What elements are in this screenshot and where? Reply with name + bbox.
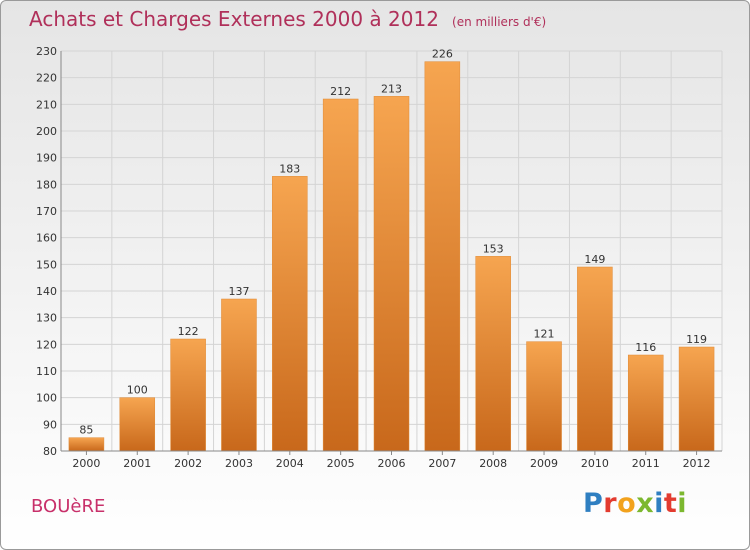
- bar-2009: [526, 341, 562, 452]
- x-tick-label: 2001: [123, 457, 151, 470]
- y-tick-label: 180: [36, 178, 57, 191]
- x-tick-label: 2002: [174, 457, 202, 470]
- y-tick-label: 210: [36, 98, 57, 111]
- y-tick-label: 230: [36, 45, 57, 58]
- value-label: 213: [381, 82, 402, 95]
- x-tick-label: 2006: [378, 457, 406, 470]
- value-label: 100: [127, 384, 148, 397]
- bar-2006: [373, 96, 410, 452]
- y-tick-label: 140: [36, 285, 57, 298]
- value-label: 183: [279, 162, 300, 175]
- y-tick-label: 220: [36, 72, 57, 85]
- value-label: 212: [330, 85, 351, 98]
- bar-2011: [627, 354, 664, 452]
- y-tick-label: 190: [36, 152, 57, 165]
- x-tick-label: 2000: [72, 457, 100, 470]
- value-label: 119: [686, 333, 707, 346]
- y-tick-label: 170: [36, 205, 57, 218]
- logo-letter: r: [603, 488, 618, 519]
- bar-2005: [322, 98, 359, 452]
- x-tick-label: 2011: [632, 457, 660, 470]
- value-label: 85: [79, 424, 93, 437]
- chart-title: Achats et Charges Externes 2000 à 2012 (…: [29, 7, 546, 31]
- chart-unit: (en milliers d'€): [452, 15, 547, 29]
- proxiti-logo[interactable]: Proxiti: [583, 488, 687, 519]
- logo-letter: P: [583, 488, 604, 519]
- y-tick-label: 150: [36, 258, 57, 271]
- x-tick-label: 2007: [428, 457, 456, 470]
- chart-title-text: Achats et Charges Externes 2000 à 2012: [29, 7, 439, 31]
- y-tick-label: 120: [36, 338, 57, 351]
- value-label: 121: [534, 328, 555, 341]
- x-tick-label: 2005: [327, 457, 355, 470]
- bar-2010: [577, 266, 613, 452]
- bar-2001: [119, 397, 156, 452]
- y-tick-label: 80: [43, 445, 57, 458]
- bar-2012: [678, 346, 715, 452]
- value-label: 137: [228, 285, 249, 298]
- y-tick-label: 160: [36, 232, 57, 245]
- location-name: BOUèRE: [31, 496, 106, 517]
- x-tick-label: 2010: [581, 457, 609, 470]
- y-tick-label: 100: [36, 392, 57, 405]
- y-tick-label: 90: [43, 418, 57, 431]
- x-tick-label: 2004: [276, 457, 304, 470]
- x-tick-label: 2003: [225, 457, 253, 470]
- logo-letter: o: [617, 488, 637, 519]
- x-tick-label: 2012: [683, 457, 711, 470]
- logo-letter: i: [677, 488, 688, 519]
- value-label: 122: [178, 325, 199, 338]
- bar-2003: [221, 298, 257, 452]
- value-label: 153: [483, 242, 504, 255]
- y-tick-label: 130: [36, 312, 57, 325]
- bar-2007: [424, 61, 461, 452]
- bar-2002: [170, 338, 206, 452]
- bar-2008: [475, 256, 511, 452]
- value-label: 149: [584, 253, 605, 266]
- logo-letter: i: [654, 488, 664, 519]
- bar-2004: [272, 176, 308, 452]
- logo-letter: x: [636, 488, 655, 519]
- y-tick-label: 110: [36, 365, 57, 378]
- value-label: 226: [432, 48, 453, 61]
- x-tick-label: 2008: [479, 457, 507, 470]
- logo-letter: t: [663, 488, 678, 519]
- value-label: 116: [635, 341, 656, 354]
- y-tick-label: 200: [36, 125, 57, 138]
- x-tick-label: 2009: [530, 457, 558, 470]
- bar-2000: [68, 437, 105, 452]
